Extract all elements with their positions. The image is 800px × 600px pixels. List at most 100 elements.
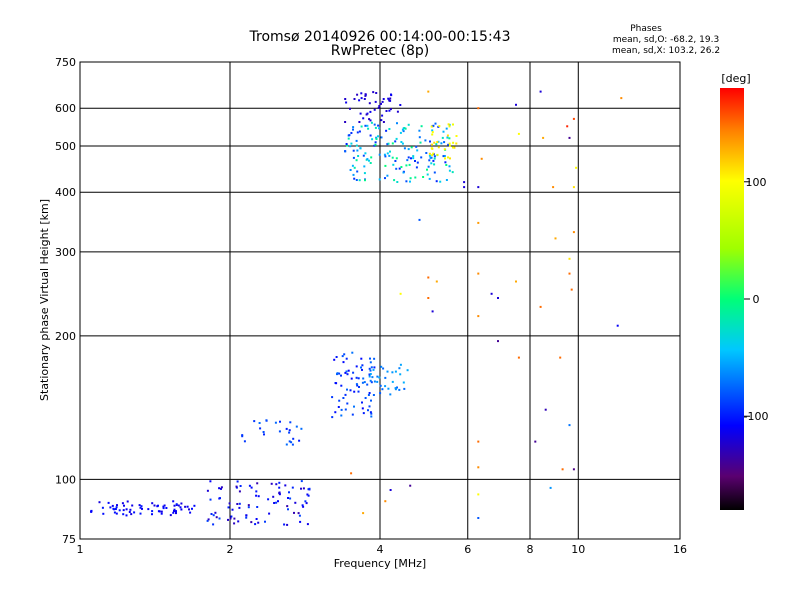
data-point <box>173 510 175 512</box>
data-point <box>355 383 358 386</box>
data-point <box>363 381 366 384</box>
data-point <box>163 504 166 507</box>
data-point <box>294 501 297 504</box>
data-point <box>418 218 421 221</box>
data-point <box>430 162 433 165</box>
data-point <box>367 394 370 396</box>
data-point <box>446 134 449 137</box>
data-point <box>477 315 480 318</box>
data-point <box>428 177 431 180</box>
data-point <box>395 137 398 140</box>
data-point <box>212 514 215 517</box>
data-point <box>169 514 172 517</box>
data-point <box>403 127 406 129</box>
data-point <box>424 139 427 142</box>
data-point <box>250 486 253 489</box>
data-point <box>184 505 187 508</box>
data-point <box>207 518 210 521</box>
data-point <box>435 180 438 183</box>
y-tick-label: 400 <box>55 186 76 199</box>
data-point <box>113 511 116 514</box>
data-point <box>348 134 351 137</box>
data-point <box>375 138 378 140</box>
data-point <box>239 485 242 487</box>
data-point <box>138 504 141 507</box>
data-point <box>566 125 569 128</box>
data-point <box>346 373 349 376</box>
data-point <box>238 506 241 509</box>
data-point <box>291 443 294 446</box>
data-point <box>357 377 360 380</box>
data-point <box>477 466 480 469</box>
data-point <box>359 147 362 150</box>
data-point <box>349 389 352 392</box>
data-point <box>403 147 406 150</box>
data-point <box>477 221 480 224</box>
data-point <box>255 490 258 493</box>
data-point <box>434 122 437 125</box>
data-point <box>447 156 449 159</box>
data-point <box>404 127 407 130</box>
data-point <box>186 505 189 508</box>
data-point <box>384 177 386 180</box>
data-point <box>368 375 371 378</box>
y-tick-label: 300 <box>55 246 76 259</box>
data-point <box>443 148 446 151</box>
data-point <box>379 392 382 395</box>
data-point <box>436 141 439 143</box>
data-point <box>435 143 438 146</box>
data-point <box>431 133 434 136</box>
data-point <box>370 121 373 124</box>
data-point <box>273 502 276 504</box>
data-point <box>463 181 466 184</box>
data-point <box>369 379 372 382</box>
data-point <box>477 440 480 443</box>
data-point <box>361 368 363 371</box>
data-point <box>409 484 412 487</box>
data-point <box>448 137 451 140</box>
data-point <box>399 104 402 106</box>
x-tick-label: 2 <box>227 543 234 556</box>
data-point <box>359 112 362 115</box>
data-point <box>356 170 359 173</box>
data-point <box>443 155 446 157</box>
data-point <box>393 179 396 182</box>
data-point <box>180 502 183 505</box>
data-point <box>406 159 409 162</box>
data-point <box>352 149 355 152</box>
data-point <box>360 92 363 95</box>
data-point <box>139 506 142 509</box>
data-point <box>353 177 356 180</box>
data-point <box>355 159 358 162</box>
data-point <box>448 144 451 147</box>
data-point <box>258 422 261 424</box>
data-point <box>477 517 480 519</box>
x-tick-label: 1 <box>77 543 84 556</box>
data-point <box>275 501 278 504</box>
data-point <box>368 405 371 408</box>
data-point <box>241 434 244 437</box>
data-point <box>480 157 483 160</box>
data-point <box>220 486 223 489</box>
data-point <box>364 152 367 155</box>
data-point <box>298 439 301 442</box>
data-point <box>515 103 517 106</box>
data-point <box>298 514 301 517</box>
data-point <box>407 123 410 126</box>
data-point <box>386 143 389 146</box>
data-point <box>428 152 431 155</box>
data-point <box>380 119 383 122</box>
data-point <box>370 366 373 369</box>
data-point <box>284 484 287 487</box>
data-point <box>403 387 406 390</box>
data-point <box>362 117 365 120</box>
data-point <box>445 127 448 130</box>
data-point <box>452 141 455 144</box>
data-point <box>180 508 183 511</box>
data-point <box>442 155 445 158</box>
data-point <box>90 510 93 513</box>
data-point <box>369 369 372 372</box>
data-point <box>378 105 381 107</box>
data-point <box>123 504 125 507</box>
data-point <box>401 128 404 131</box>
